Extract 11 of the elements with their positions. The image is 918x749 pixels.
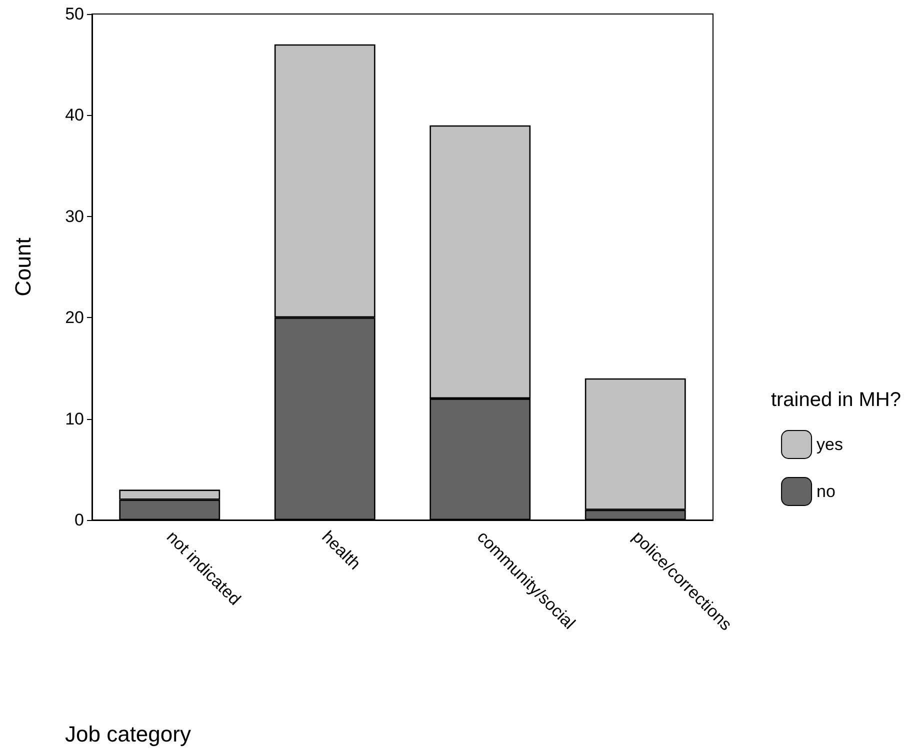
y-axis-title: Count [10, 238, 36, 296]
y-tick-label: 30 [65, 206, 84, 226]
legend-label: no [816, 482, 836, 501]
y-tick-label: 50 [65, 4, 84, 24]
x-axis-title: Job category [65, 722, 191, 746]
legend-title: trained in MH? [770, 389, 902, 411]
y-tick-label: 0 [74, 510, 84, 530]
y-tick-label: 20 [65, 308, 84, 328]
legend-label: yes [816, 435, 844, 454]
y-tick-label: 10 [65, 409, 84, 428]
y-tick-label: 40 [65, 106, 84, 125]
